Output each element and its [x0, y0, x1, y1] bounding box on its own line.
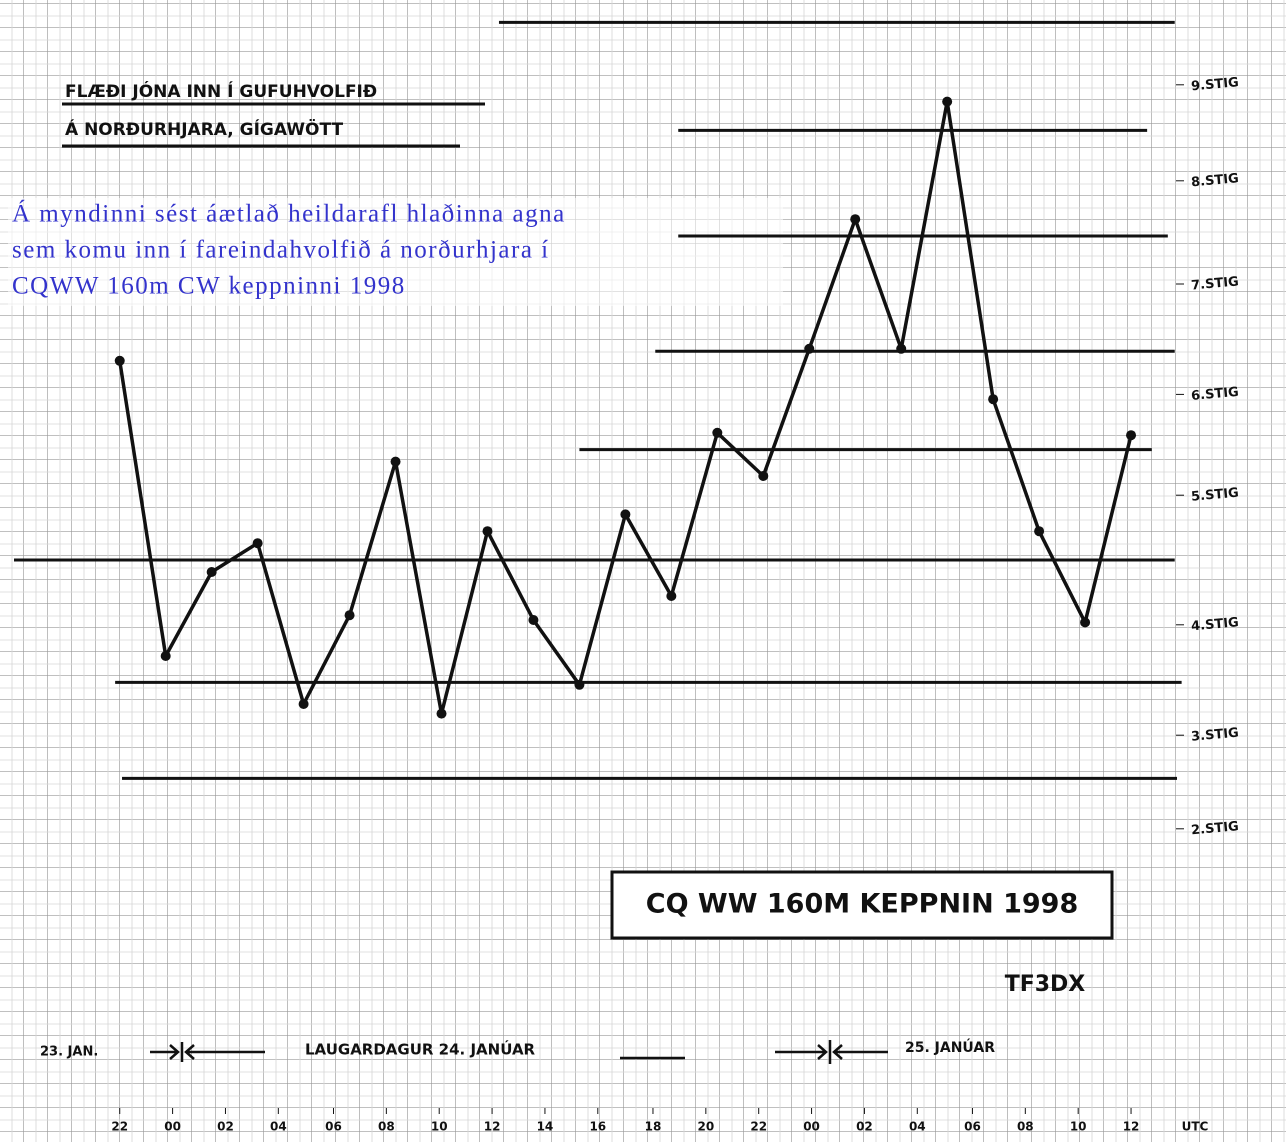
data-point	[574, 680, 584, 690]
data-point	[345, 610, 355, 620]
x-tick-label: 04	[270, 1120, 287, 1134]
data-point	[758, 471, 768, 481]
x-tick-label: 12	[1123, 1120, 1140, 1134]
caption: sem komu inn í fareindahvolfið á norðurh…	[12, 237, 550, 264]
x-tick-label: 08	[1017, 1120, 1034, 1134]
x-tick-label: 12	[484, 1120, 501, 1134]
x-tick-label: 14	[537, 1120, 554, 1134]
data-point	[896, 344, 906, 354]
data-point	[437, 709, 447, 719]
data-point	[253, 538, 263, 548]
data-point	[712, 428, 722, 438]
chart-title: Á NORÐURHJARA, GÍGAWÖTT	[65, 118, 343, 140]
x-tick-label: 02	[856, 1120, 873, 1134]
x-tick-label: 06	[964, 1120, 981, 1134]
x-tick-label: 00	[803, 1120, 820, 1134]
chart-title: FLÆÐI JÓNA INN Í GUFUHVOLFIÐ	[65, 80, 377, 102]
x-tick-label: 22	[111, 1120, 128, 1134]
graph-paper	[0, 0, 1286, 1142]
data-point	[1080, 617, 1090, 627]
box-label: CQ WW 160M KEPPNIN 1998	[646, 889, 1079, 920]
data-point	[666, 591, 676, 601]
data-point	[299, 699, 309, 709]
caption: CQWW 160m CW keppninni 1998	[12, 273, 406, 300]
x-tick-label: 16	[589, 1120, 606, 1134]
x-tick-label: 18	[645, 1120, 662, 1134]
date-label: 23. JAN.	[40, 1045, 98, 1060]
data-point	[988, 394, 998, 404]
author: TF3DX	[1005, 972, 1086, 997]
x-tick-label: 02	[217, 1120, 234, 1134]
x-tick-label: 10	[1070, 1120, 1087, 1134]
data-point	[620, 509, 630, 519]
caption: Á myndinni sést áætlað heildarafl hlaðin…	[12, 200, 566, 228]
x-tick-label: 10	[431, 1120, 448, 1134]
x-tick-label: 20	[697, 1120, 714, 1134]
data-point	[942, 97, 952, 107]
data-point	[115, 356, 125, 366]
data-point	[850, 214, 860, 224]
x-tick-label: 08	[378, 1120, 395, 1134]
chart: FLÆÐI JÓNA INN Í GUFUHVOLFIÐ Á NORÐURHJA…	[0, 0, 1286, 1142]
x-axis-label: UTC	[1182, 1120, 1209, 1134]
data-point	[804, 344, 814, 354]
data-point	[161, 651, 171, 661]
data-point	[391, 457, 401, 467]
x-tick-label: 22	[750, 1120, 767, 1134]
data-point	[482, 526, 492, 536]
data-point	[207, 567, 217, 577]
data-point	[528, 615, 538, 625]
data-point	[1126, 430, 1136, 440]
x-tick-label: 06	[325, 1120, 342, 1134]
x-tick-label: 04	[909, 1120, 926, 1134]
date-label: LAUGARDAGUR 24. JANÚAR	[305, 1040, 536, 1059]
date-label: 25. JANÚAR	[905, 1038, 995, 1056]
x-tick-label: 00	[164, 1120, 181, 1134]
data-point	[1034, 526, 1044, 536]
